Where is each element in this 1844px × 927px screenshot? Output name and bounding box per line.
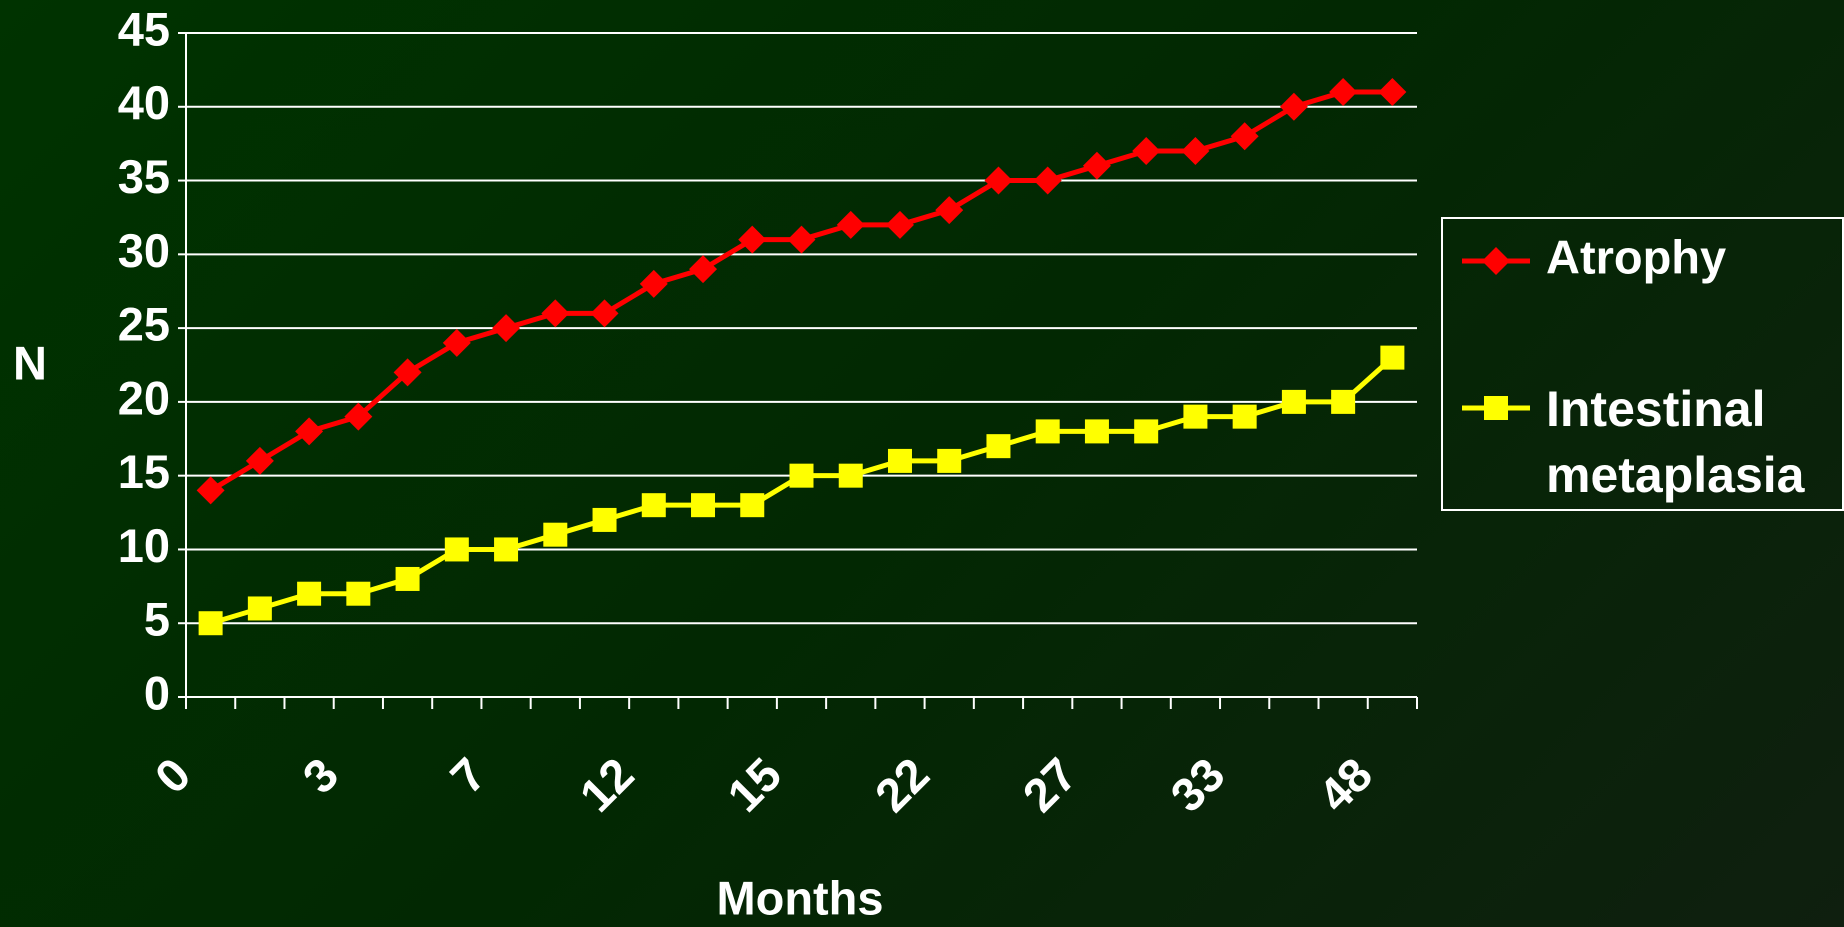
- x-tick-label: 0: [145, 747, 201, 803]
- data-point: [1380, 345, 1405, 370]
- y-tick-label: 25: [118, 298, 170, 351]
- data-point: [344, 402, 373, 431]
- data-point: [297, 581, 322, 606]
- x-tick-label: 33: [1160, 747, 1234, 821]
- data-point: [1181, 137, 1210, 166]
- data-point: [442, 328, 471, 357]
- y-tick-label: 5: [144, 593, 170, 646]
- y-tick-label: 40: [118, 76, 170, 129]
- legend-label: Atrophy: [1546, 230, 1726, 283]
- data-point: [196, 476, 225, 505]
- data-point: [592, 507, 617, 532]
- data-point: [1232, 404, 1257, 429]
- data-point: [641, 493, 666, 518]
- data-point: [492, 314, 521, 343]
- data-point: [740, 493, 765, 518]
- x-tick-label: 7: [440, 747, 496, 803]
- data-point: [198, 611, 223, 636]
- data-point: [935, 196, 964, 225]
- data-point: [1084, 419, 1109, 444]
- data-point: [691, 493, 716, 518]
- x-tick-label: 12: [569, 747, 643, 821]
- data-point: [1378, 78, 1407, 107]
- y-tick-label: 45: [118, 2, 170, 55]
- data-point: [885, 210, 914, 239]
- data-point: [689, 255, 718, 284]
- data-point: [1331, 389, 1356, 414]
- x-tick-label: 22: [865, 747, 939, 821]
- data-point: [590, 299, 619, 328]
- data-point: [1183, 404, 1208, 429]
- data-point: [1033, 166, 1062, 195]
- x-tick-label: 15: [717, 747, 791, 821]
- data-point: [986, 434, 1011, 459]
- legend-box: [1441, 217, 1844, 511]
- y-tick-label: 30: [118, 224, 170, 277]
- x-tick-label: 48: [1308, 747, 1382, 821]
- data-point: [1281, 389, 1306, 414]
- data-point: [639, 269, 668, 298]
- series-line: [209, 89, 1393, 493]
- data-point: [787, 225, 816, 254]
- y-tick-label: 20: [118, 371, 170, 424]
- data-point: [887, 448, 912, 473]
- data-point: [1082, 151, 1111, 180]
- data-point: [1035, 419, 1060, 444]
- data-point: [789, 463, 814, 488]
- data-point: [1132, 137, 1161, 166]
- series-line: [209, 355, 1395, 626]
- data-point: [245, 446, 274, 475]
- data-point: [393, 358, 422, 387]
- data-point: [444, 537, 469, 562]
- data-point: [541, 299, 570, 328]
- data-point: [738, 225, 767, 254]
- x-tick-label: 27: [1012, 747, 1086, 821]
- y-tick-label: 0: [144, 666, 170, 719]
- data-point: [838, 463, 863, 488]
- data-point: [247, 596, 272, 621]
- y-axis-title: N: [13, 336, 47, 389]
- data-point: [295, 417, 324, 446]
- data-point: [395, 566, 420, 591]
- y-tick-label: 35: [118, 150, 170, 203]
- data-point: [1134, 419, 1159, 444]
- legend-label: Intestinal metaplasia: [1546, 381, 1805, 503]
- data-point: [494, 537, 519, 562]
- data-point: [543, 522, 568, 547]
- data-point: [1230, 122, 1259, 151]
- data-point: [1279, 92, 1308, 121]
- data-point: [937, 448, 962, 473]
- x-axis-title: Months: [716, 871, 883, 924]
- data-point: [836, 210, 865, 239]
- data-point: [346, 581, 371, 606]
- y-tick-label: 10: [118, 519, 170, 572]
- legend-marker: [1482, 247, 1510, 275]
- data-point: [984, 166, 1013, 195]
- legend-marker: [1484, 396, 1508, 420]
- data-point: [1329, 78, 1358, 107]
- x-tick-label: 3: [292, 747, 348, 803]
- y-tick-label: 15: [118, 445, 170, 498]
